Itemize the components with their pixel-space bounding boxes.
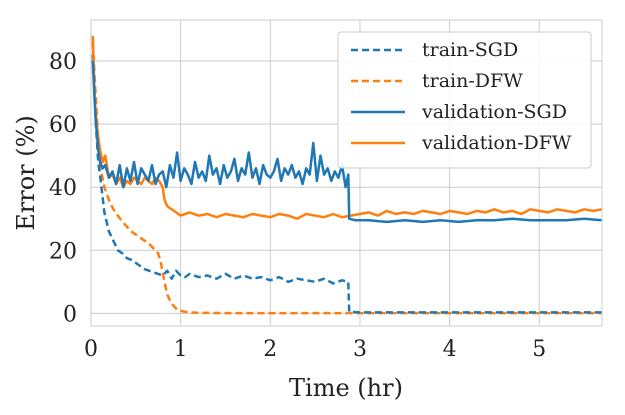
series-line-train-sgd [91, 54, 602, 314]
x-tick-label: 5 [532, 337, 546, 362]
x-tick-labels: 0 1 2 3 4 5 [84, 337, 546, 362]
plot-frame [90, 19, 603, 327]
x-axis-label: Time (hr) [289, 374, 403, 402]
y-tick-label: 0 [63, 302, 77, 327]
legend-label: train-DFW [422, 70, 523, 92]
x-tick-label: 2 [263, 337, 277, 362]
legend-label: validation-DFW [421, 132, 572, 154]
legend-label: train-SGD [422, 39, 518, 61]
series-group [91, 35, 603, 315]
y-tick-label: 40 [49, 176, 77, 201]
x-tick-label: 1 [174, 337, 188, 362]
y-tick-label: 80 [49, 50, 77, 75]
y-tick-labels: 0 20 40 60 80 [49, 50, 77, 327]
series-line-validation-dfw [91, 35, 603, 220]
y-tick-label: 60 [49, 113, 77, 138]
x-tick-label: 4 [443, 337, 457, 362]
series-line-validation-sgd [91, 60, 603, 224]
legend-label: validation-SGD [421, 101, 567, 123]
series-line-train-dfw [91, 42, 602, 315]
legend-box [337, 31, 592, 169]
y-axis-label: Error (%) [12, 115, 40, 231]
x-tick-label: 3 [353, 337, 367, 362]
y-tick-label: 20 [49, 239, 77, 264]
x-tick-label: 0 [84, 337, 98, 362]
legend: train-SGD train-DFW validation-SGD validati… [337, 31, 592, 169]
